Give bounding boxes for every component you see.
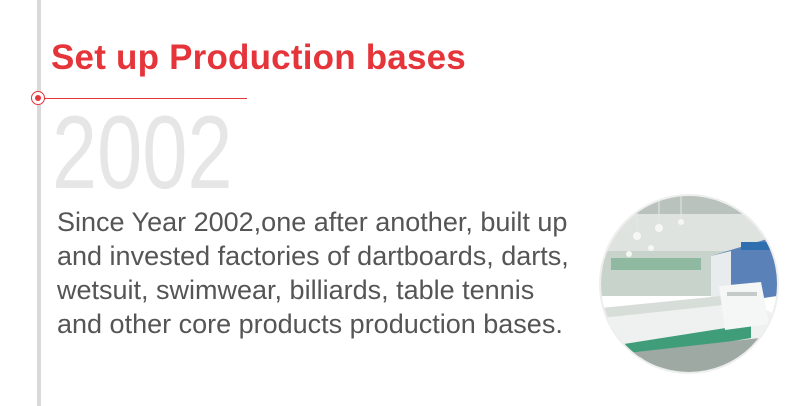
timeline-marker-icon [31,91,45,105]
factory-photo [601,196,777,372]
title-underline [40,98,247,99]
section-description: Since Year 2002,one after another, built… [57,207,569,339]
timeline-line [37,0,41,406]
year-label: 2002 [52,95,233,211]
section-title: Set up Production bases [51,38,466,77]
